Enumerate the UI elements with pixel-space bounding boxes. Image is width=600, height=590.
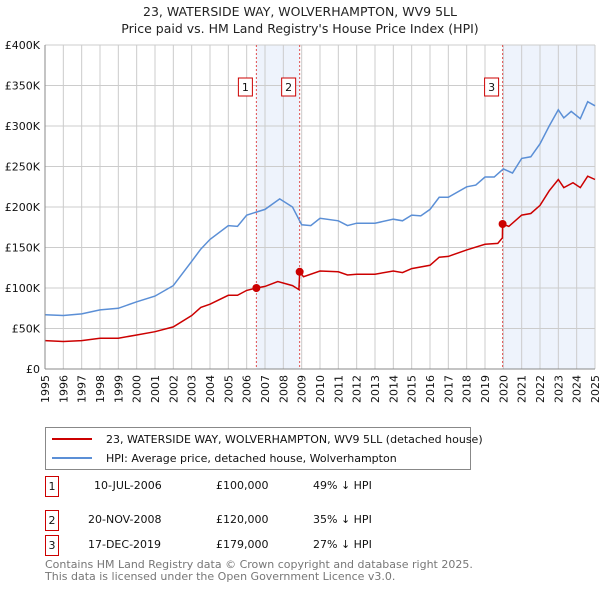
x-tick-label: 2024: [571, 375, 584, 403]
x-tick-label: 2010: [314, 375, 327, 403]
sale-date: 17-DEC-2019: [88, 538, 162, 551]
x-tick-label: 2015: [406, 375, 419, 403]
hpi-line: [44, 100, 596, 317]
sale-price: £179,000: [216, 538, 269, 551]
x-tick-label: 2003: [186, 375, 199, 403]
chart-subtitle: Price paid vs. HM Land Registry's House …: [121, 21, 479, 36]
sale-label-box: [484, 77, 500, 97]
sale-price: £100,000: [216, 479, 269, 492]
x-tick-label: 2012: [351, 375, 364, 403]
y-tick-label: £50K: [12, 323, 41, 336]
x-tick-label: 2019: [479, 375, 492, 403]
x-tick-label: 2016: [424, 375, 437, 403]
x-tick-label: 1999: [112, 375, 125, 403]
legend-label: HPI: Average price, detached house, Wolv…: [106, 451, 397, 465]
legend-swatch: [52, 457, 92, 459]
x-tick-label: 1998: [94, 375, 107, 403]
y-tick-label: £350K: [5, 80, 41, 93]
x-tick-label: 2011: [332, 375, 345, 403]
sale-row: 2 20-NOV-2008 £120,000 35% ↓ HPI: [45, 510, 445, 531]
chart-title: 23, WATERSIDE WAY, WOLVERHAMPTON, WV9 5L…: [143, 4, 457, 19]
sale-badge: 3: [45, 535, 59, 556]
x-tick-label: 2021: [516, 375, 529, 403]
y-tick-label: £250K: [5, 161, 41, 174]
legend: 23, WATERSIDE WAY, WOLVERHAMPTON, WV9 5L…: [45, 427, 483, 470]
y-tick-label: £100K: [5, 282, 41, 295]
y-tick-label: £400K: [5, 39, 41, 52]
property-price-line: [44, 175, 596, 343]
x-tick-label: 2000: [131, 375, 144, 403]
sale-hpi: 49% ↓ HPI: [313, 479, 372, 492]
x-tick-label: 2023: [552, 375, 565, 403]
sale-price: £120,000: [216, 513, 269, 526]
sale-row: 1 10-JUL-2006 £100,000 49% ↓ HPI: [45, 476, 445, 497]
x-tick-label: 2025: [589, 375, 600, 403]
sale-badge: 2: [45, 510, 59, 531]
x-tick-label: 2002: [167, 375, 180, 403]
sale-label: 3: [488, 81, 495, 94]
legend-item-hpi: HPI: Average price, detached house, Wolv…: [46, 449, 397, 467]
x-tick-label: 1996: [57, 375, 70, 403]
x-tick-label: 2018: [461, 375, 474, 403]
y-tick-label: £300K: [5, 120, 41, 133]
sale-row: 3 17-DEC-2019 £179,000 27% ↓ HPI: [45, 535, 445, 556]
x-tick-label: 2017: [442, 375, 455, 403]
x-tick-label: 1997: [76, 375, 89, 403]
sale-point: [498, 220, 507, 229]
plot-area: 1995 1996 1997 1998 1999 2000 2001 2002 2003 2004…: [5, 39, 600, 403]
y-tick-label: £150K: [5, 242, 41, 255]
x-tick-label: 2009: [296, 375, 309, 403]
x-tick-label: 2014: [387, 375, 400, 403]
x-tick-label: 2020: [497, 375, 510, 403]
x-tick-label: 1995: [39, 375, 52, 403]
x-tick-label: 2001: [149, 375, 162, 403]
sale-hpi: 35% ↓ HPI: [313, 513, 372, 526]
x-tick-label: 2007: [259, 375, 272, 403]
sale-date: 10-JUL-2006: [94, 479, 162, 492]
x-tick-label: 2022: [534, 375, 547, 403]
x-tick-label: 2008: [277, 375, 290, 403]
y-tick-label: £0: [26, 363, 40, 376]
sale-label: 2: [285, 81, 292, 94]
footer-copyright: Contains HM Land Registry data © Crown c…: [45, 558, 473, 571]
legend-label: 23, WATERSIDE WAY, WOLVERHAMPTON, WV9 5L…: [106, 432, 483, 446]
x-tick-label: 2006: [241, 375, 254, 403]
sale-label: 1: [242, 81, 249, 94]
sale-date: 20-NOV-2008: [88, 513, 162, 526]
x-tick-label: 2005: [222, 375, 235, 403]
sale-label-box: [237, 77, 253, 97]
y-tick-label: £200K: [5, 201, 41, 214]
sale-badge: 1: [45, 476, 59, 497]
sale-point: [295, 267, 304, 276]
footer-licence: This data is licensed under the Open Gov…: [45, 570, 396, 583]
legend-swatch: [52, 438, 92, 440]
footer: Contains HM Land Registry data © Crown c…: [45, 559, 473, 583]
sale-point: [252, 284, 261, 292]
x-tick-label: 2013: [369, 375, 382, 403]
sale-hpi: 27% ↓ HPI: [313, 538, 372, 551]
legend-item-property: 23, WATERSIDE WAY, WOLVERHAMPTON, WV9 5L…: [46, 430, 483, 448]
x-tick-label: 2004: [204, 375, 217, 403]
sale-label-box: [281, 77, 297, 97]
